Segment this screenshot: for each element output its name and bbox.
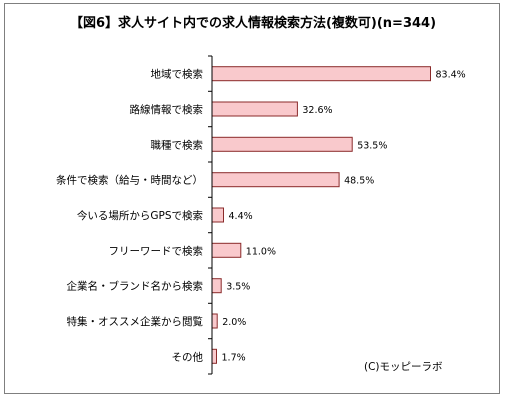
- value-label: 83.4%: [436, 70, 466, 81]
- category-label: その他: [172, 350, 204, 363]
- bar: [211, 207, 224, 223]
- value-label: 3.5%: [226, 282, 250, 293]
- bar: [211, 101, 298, 117]
- category-label: 条件で検索（給与・時間など）: [56, 174, 203, 187]
- bar: [211, 136, 353, 152]
- value-label: 1.7%: [222, 352, 246, 363]
- bar: [211, 172, 340, 188]
- value-label: 48.5%: [344, 176, 374, 187]
- category-label: 特集・オススメ企業から閲覧: [67, 315, 204, 328]
- value-label: 11.0%: [246, 246, 276, 257]
- bar: [211, 348, 217, 364]
- copyright-credit: (C)モッピーラボ: [364, 361, 443, 373]
- bar: [211, 278, 222, 294]
- category-label: フリーワードで検索: [109, 244, 204, 257]
- value-label: 2.0%: [222, 317, 246, 328]
- category-label: 職種で検索: [151, 138, 204, 151]
- bar: [211, 313, 218, 329]
- bar: [211, 242, 242, 258]
- value-label: 32.6%: [302, 105, 332, 116]
- category-label: 路線情報で検索: [130, 103, 204, 116]
- category-label: 地域で検索: [151, 68, 204, 81]
- bar: [211, 66, 431, 82]
- chart-title: 【図6】求人サイト内での求人情報検索方法(複数可)(n=344): [69, 16, 437, 31]
- value-label: 4.4%: [229, 211, 253, 222]
- category-label: 今いる場所からGPSで検索: [77, 209, 203, 222]
- value-label: 53.5%: [357, 140, 387, 151]
- category-label: 企業名・ブランド名から検索: [67, 280, 204, 293]
